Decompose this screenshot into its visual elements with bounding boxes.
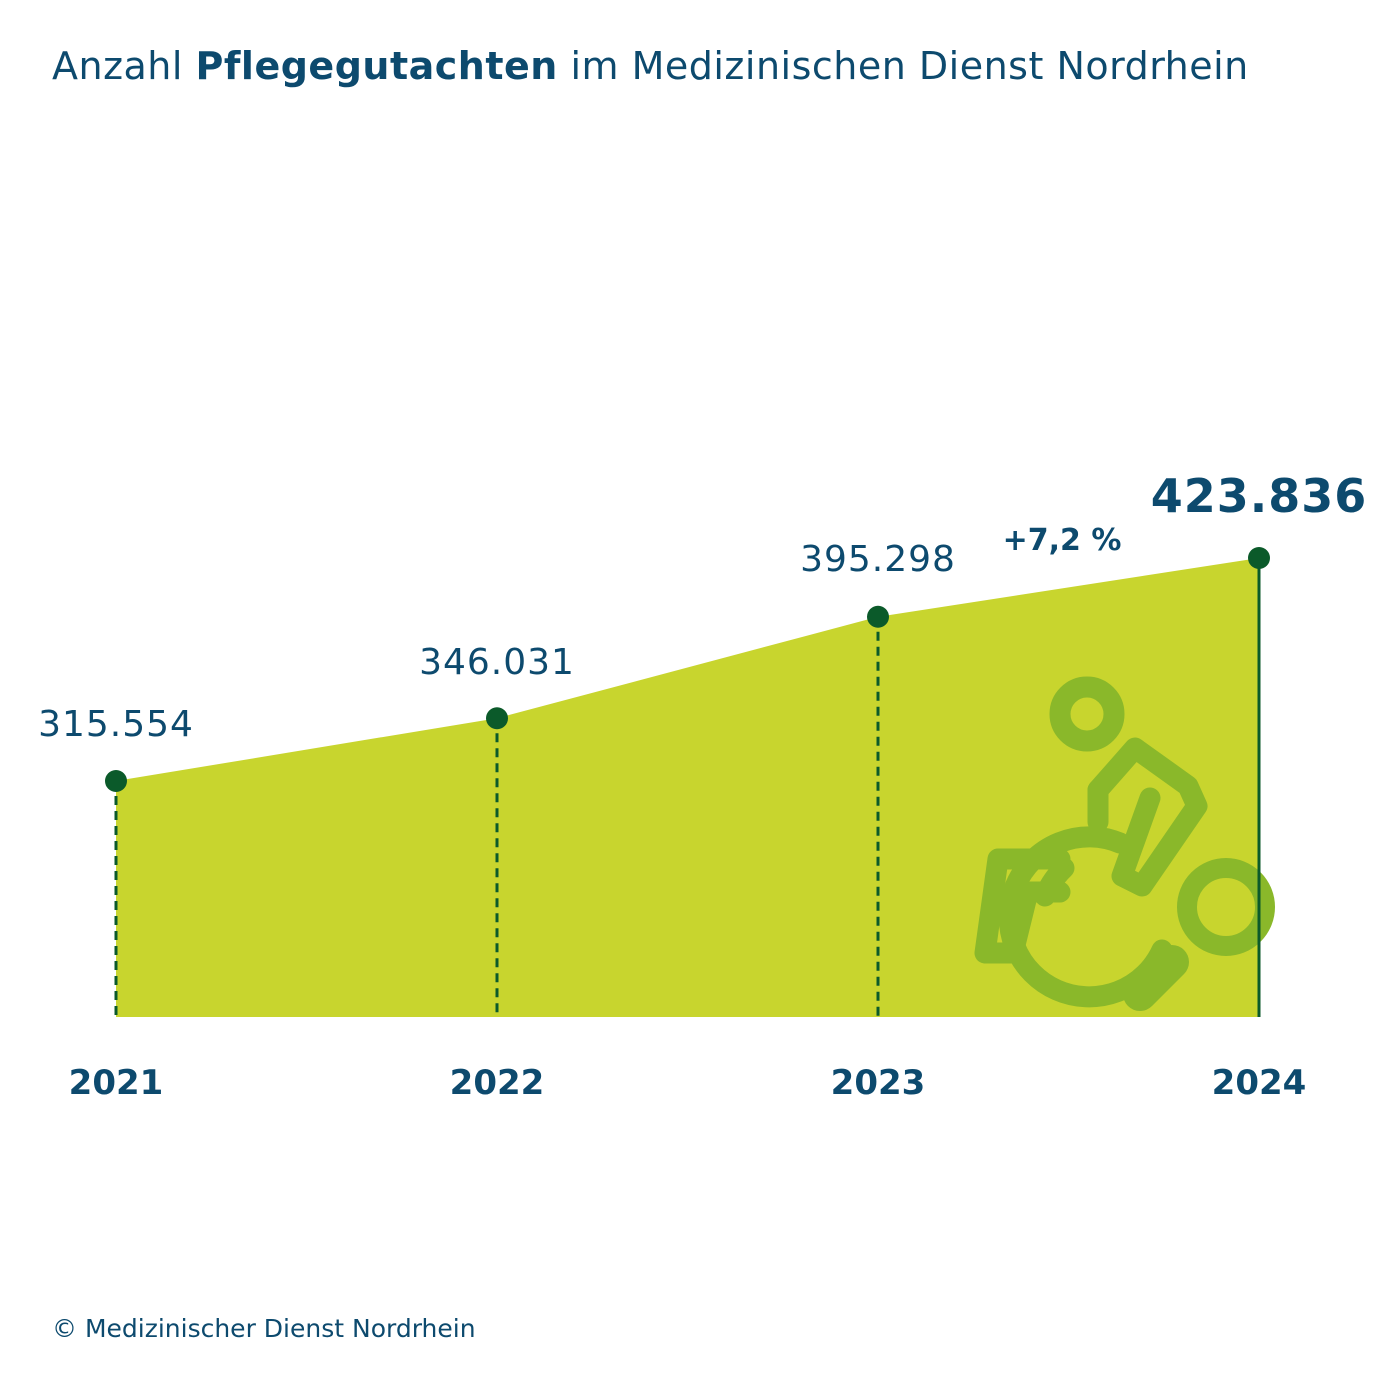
x-tick-label-2021: 2021 — [69, 1063, 164, 1103]
value-label-2024: 423.836 — [1151, 469, 1368, 523]
x-tick-label-2023: 2023 — [831, 1063, 926, 1103]
value-label-2023: 395.298 — [800, 539, 956, 580]
x-tick-label-2024: 2024 — [1212, 1063, 1307, 1103]
drop-lines — [105, 547, 1270, 1017]
title-prefix: Anzahl — [52, 44, 183, 88]
labels: 315.554 346.031 395.298 423.836 +7,2 % 2021 20… — [38, 469, 1368, 1103]
value-label-2022: 346.031 — [419, 642, 575, 683]
value-label-2021: 315.554 — [38, 704, 194, 745]
growth-annotation: +7,2 % — [1003, 523, 1122, 558]
magnifier-icon — [1123, 858, 1275, 1011]
data-point-2022 — [486, 707, 508, 730]
wheelchair-user-icon — [974, 676, 1208, 1008]
copyright-notice: © Medizinischer Dienst Nordrhein — [52, 1314, 476, 1343]
area-fill — [116, 558, 1259, 1017]
data-point-2024 — [1248, 547, 1270, 569]
wheelchair-magnifier-icon — [974, 676, 1275, 1011]
title-bold: Pflegegutachten — [195, 44, 558, 88]
data-point-2021 — [105, 770, 127, 792]
chart-title: Anzahl Pflegegutachten im Medizinischen … — [52, 44, 1249, 88]
data-point-2023 — [867, 605, 889, 628]
area-layer — [116, 558, 1259, 1017]
title-suffix: im Medizinischen Dienst Nordrhein — [570, 44, 1249, 88]
x-tick-label-2022: 2022 — [450, 1063, 545, 1103]
